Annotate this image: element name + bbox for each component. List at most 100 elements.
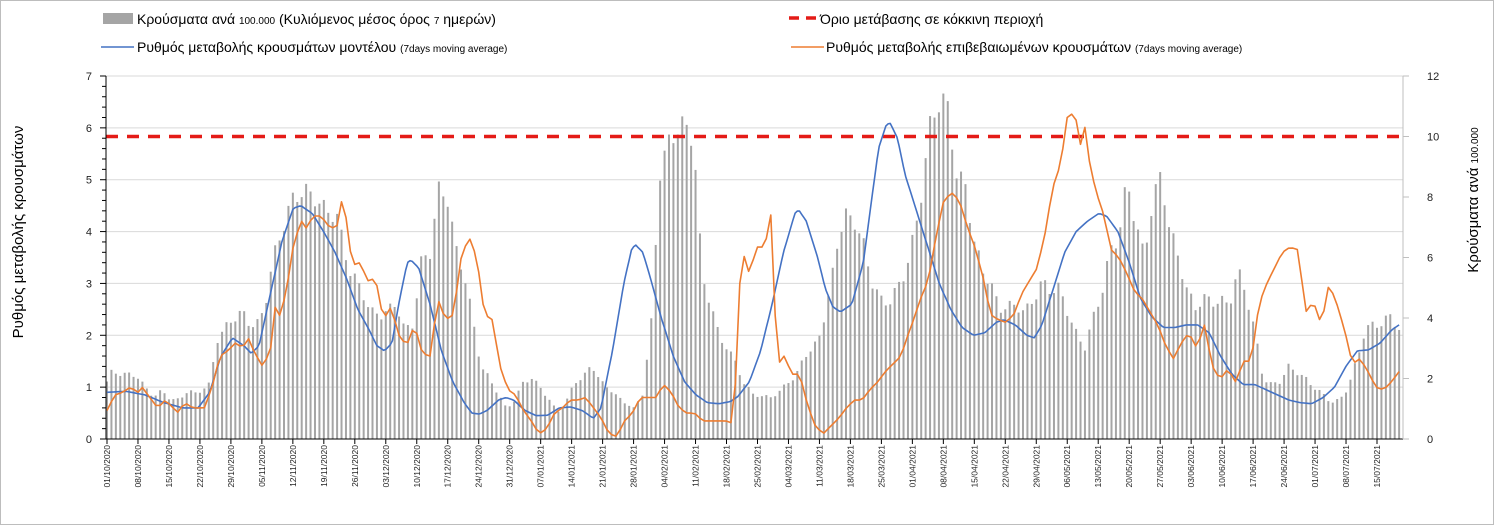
bar xyxy=(185,393,188,439)
bar xyxy=(1052,293,1055,439)
x-tick-label: 31/12/2020 xyxy=(505,445,515,488)
x-tick-label: 04/03/2021 xyxy=(783,445,793,488)
y-axis-right-title: Κρούσματα ανά 100.000 xyxy=(1465,127,1482,273)
bar xyxy=(141,381,144,439)
bar xyxy=(973,241,976,439)
bar xyxy=(672,143,675,440)
bar xyxy=(291,192,294,439)
bar xyxy=(637,401,640,439)
bar xyxy=(1305,376,1308,439)
bar xyxy=(331,221,334,439)
bar xyxy=(942,93,945,439)
bar xyxy=(955,178,958,439)
legend: Κρούσματα ανά 100.000 (Κυλιόμενος μέσος … xyxy=(101,11,1242,55)
bar xyxy=(986,283,989,439)
bar xyxy=(1110,245,1113,439)
bar xyxy=(1358,352,1361,439)
bar xyxy=(1075,328,1078,439)
x-tick-label: 08/07/2021 xyxy=(1341,445,1351,488)
bar xyxy=(486,373,489,439)
bar xyxy=(1114,248,1117,439)
bar xyxy=(163,393,166,439)
bar xyxy=(729,351,732,439)
bar xyxy=(1336,399,1339,439)
bar xyxy=(760,396,763,439)
bar xyxy=(853,229,856,439)
bar xyxy=(198,392,201,439)
bar xyxy=(875,289,878,439)
bar xyxy=(698,233,701,439)
bar xyxy=(256,319,259,439)
bar xyxy=(911,234,914,439)
bar xyxy=(676,134,679,439)
bar xyxy=(995,296,998,439)
x-tick-label: 21/01/2021 xyxy=(598,445,608,488)
bar xyxy=(176,398,179,439)
bar xyxy=(862,238,865,439)
bar xyxy=(570,387,573,439)
bar xyxy=(1296,375,1299,439)
bar xyxy=(1172,233,1175,439)
bar xyxy=(1349,379,1352,439)
bar xyxy=(327,212,330,439)
bar xyxy=(1145,242,1148,439)
bar xyxy=(1021,310,1024,439)
bar xyxy=(375,313,378,439)
x-tick-label: 20/05/2021 xyxy=(1124,445,1134,488)
bar xyxy=(814,341,817,439)
bar xyxy=(1260,373,1263,439)
bar xyxy=(207,382,210,439)
bar xyxy=(1212,306,1215,439)
bar xyxy=(597,377,600,439)
bar xyxy=(1163,205,1166,439)
bar xyxy=(504,405,507,439)
legend-label-bars: Κρούσματα ανά 100.000 (Κυλιόμενος μέσος … xyxy=(137,11,496,27)
bar xyxy=(583,372,586,439)
bar xyxy=(743,384,746,439)
bar xyxy=(1269,382,1272,439)
x-tick-label: 03/12/2020 xyxy=(381,445,391,488)
bar xyxy=(464,283,467,439)
bar xyxy=(977,250,980,439)
bar xyxy=(606,387,609,439)
bar xyxy=(172,399,175,439)
bar xyxy=(738,375,741,439)
bar xyxy=(1198,306,1201,439)
bar xyxy=(822,322,825,439)
bar xyxy=(508,406,511,439)
bar xyxy=(774,396,777,439)
bar xyxy=(1061,296,1064,439)
bar xyxy=(1318,389,1321,439)
bar xyxy=(1256,343,1259,439)
bar xyxy=(1017,312,1020,439)
bar xyxy=(393,306,396,439)
bar xyxy=(610,392,613,439)
bar xyxy=(274,245,277,439)
bar xyxy=(247,325,250,439)
bar xyxy=(667,134,670,439)
bar xyxy=(1322,394,1325,439)
x-tick-label: 12/11/2020 xyxy=(288,445,298,487)
bar xyxy=(150,395,153,439)
bar xyxy=(1039,281,1042,439)
bar xyxy=(424,255,427,439)
x-tick-label: 04/02/2021 xyxy=(660,445,670,488)
bar xyxy=(451,221,454,439)
bar xyxy=(827,295,830,439)
bar xyxy=(1367,325,1370,439)
y-left-tick-label: 1 xyxy=(86,382,92,394)
bar xyxy=(659,180,662,439)
bar xyxy=(1274,382,1277,439)
bar xyxy=(167,399,170,439)
bar xyxy=(1234,279,1237,439)
bar xyxy=(265,302,268,439)
bar xyxy=(283,230,286,439)
bar xyxy=(530,378,533,439)
bar xyxy=(305,183,308,439)
bar xyxy=(1008,300,1011,439)
bar xyxy=(867,266,870,439)
bar xyxy=(362,300,365,439)
bar xyxy=(517,390,520,439)
bar xyxy=(340,229,343,439)
x-tick-label: 01/07/2021 xyxy=(1310,445,1320,488)
